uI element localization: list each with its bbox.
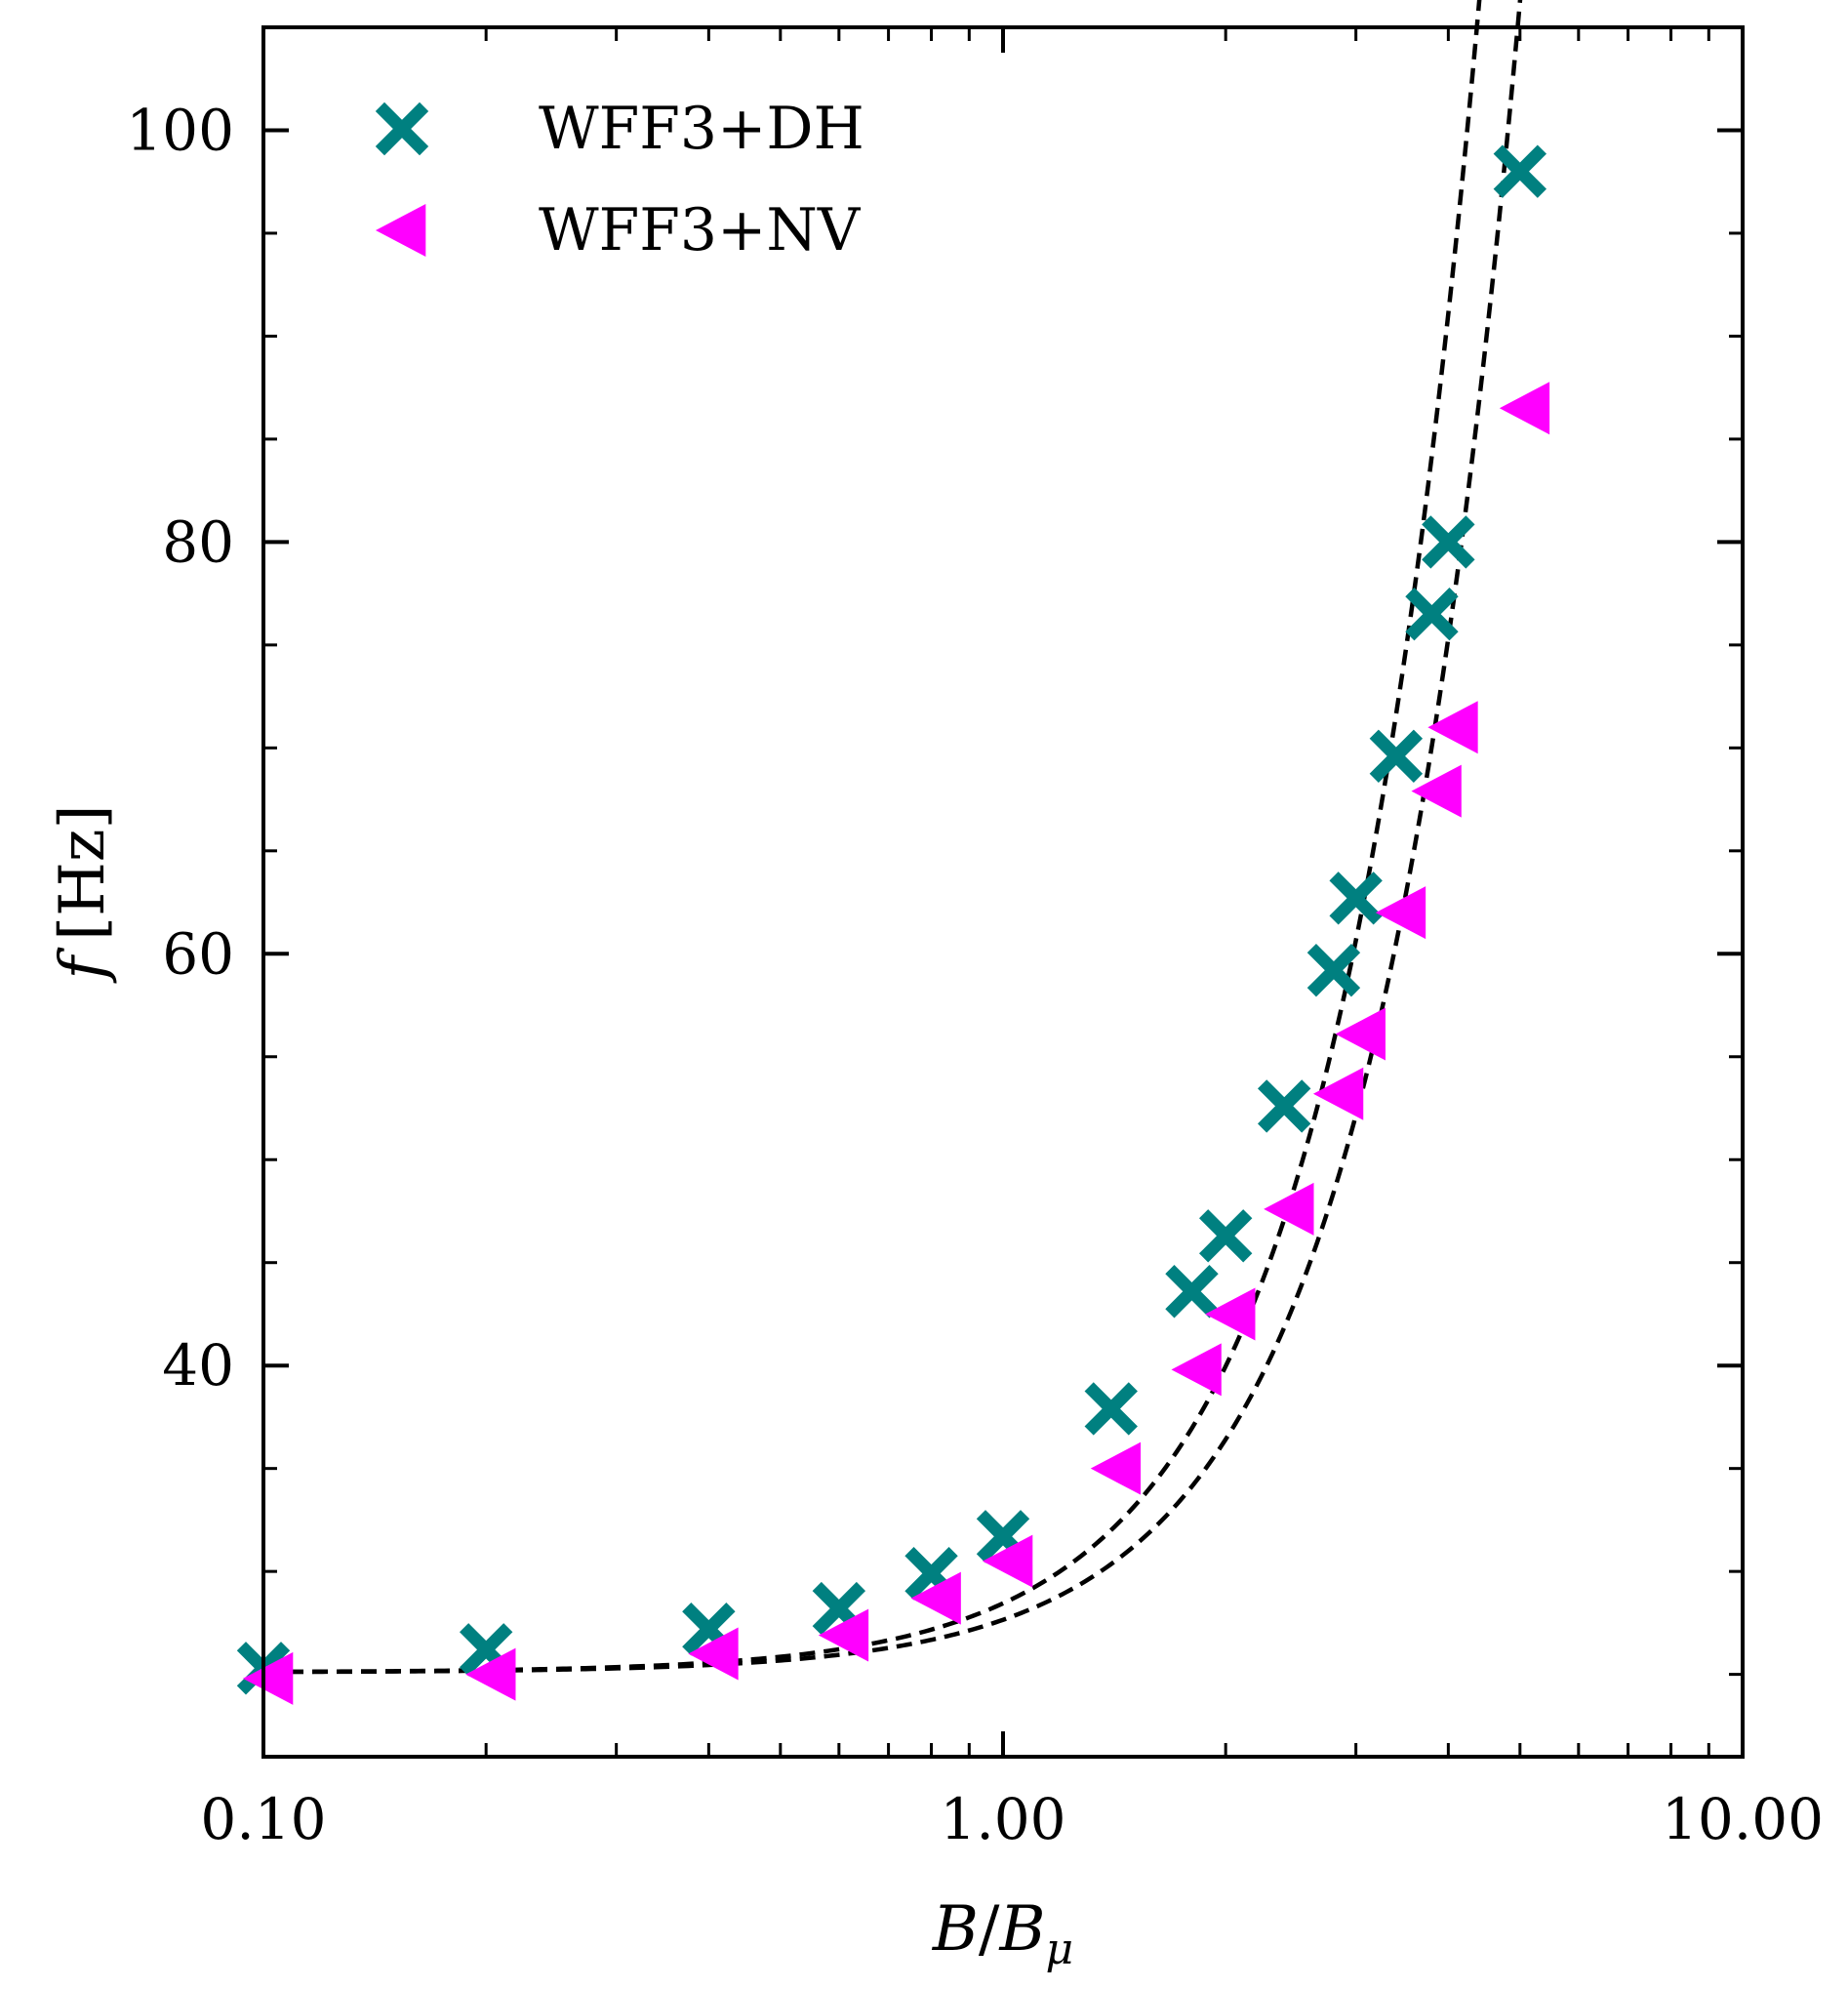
legend-x-marker (375, 101, 429, 156)
point-wff3-nv (910, 1571, 961, 1625)
legend-marker-wff3-dh (375, 101, 429, 156)
x-tick-label: 10.00 (1662, 1786, 1824, 1852)
point-wff3-nv (1375, 886, 1426, 940)
x-axis-label: B/Bμ (932, 1893, 1073, 1974)
point-wff3-nv (1090, 1441, 1142, 1495)
point-wff3-dh (1405, 588, 1459, 641)
tick-labels: 0.10 1.00 10.00 40 60 80 100 (126, 97, 1824, 1852)
point-wff3-nv (1499, 382, 1550, 435)
legend-label-wff3-dh: WFF3+DH (539, 95, 864, 163)
point-wff3-nv (1427, 701, 1478, 754)
y-axis-label: f[Hz] (47, 804, 119, 983)
point-wff3-nv (1205, 1287, 1256, 1341)
legend: WFF3+DH WFF3+NV (375, 95, 864, 264)
point-wff3-dh (1306, 943, 1361, 997)
point-wff3-nv (1312, 1067, 1364, 1120)
data-markers (236, 144, 1550, 1705)
point-wff3-nv (1411, 764, 1462, 818)
point-wff3-dh (1165, 1265, 1219, 1319)
y-tick-label: 80 (162, 508, 234, 575)
point-wff3-nv (983, 1534, 1033, 1588)
legend-marker-wff3-nv (376, 204, 426, 257)
y-tick-label: 100 (126, 97, 234, 163)
tick-layer (261, 27, 1745, 1757)
point-wff3-dh (1329, 872, 1383, 925)
point-wff3-nv (1171, 1343, 1222, 1397)
point-wff3-nv (688, 1627, 739, 1681)
point-wff3-dh (1084, 1382, 1138, 1436)
point-wff3-dh (1198, 1209, 1253, 1263)
x-tick-label: 1.00 (940, 1786, 1065, 1852)
legend-label-wff3-nv: WFF3+NV (539, 196, 862, 264)
plot-frame (261, 25, 1745, 1759)
point-wff3-nv (818, 1608, 869, 1662)
legend-triangle-marker (376, 204, 426, 257)
point-wff3-dh (1493, 144, 1547, 198)
point-wff3-nv (465, 1647, 516, 1701)
point-wff3-dh (1369, 729, 1424, 783)
y-tick-label: 60 (162, 920, 234, 987)
point-wff3-nv (1335, 1007, 1386, 1061)
point-wff3-nv (1264, 1182, 1314, 1236)
x-tick-label: 0.10 (200, 1786, 326, 1852)
point-wff3-nv (243, 1651, 294, 1705)
y-tick-label: 40 (162, 1332, 234, 1399)
point-wff3-dh (1422, 515, 1475, 569)
point-wff3-dh (1258, 1079, 1311, 1133)
